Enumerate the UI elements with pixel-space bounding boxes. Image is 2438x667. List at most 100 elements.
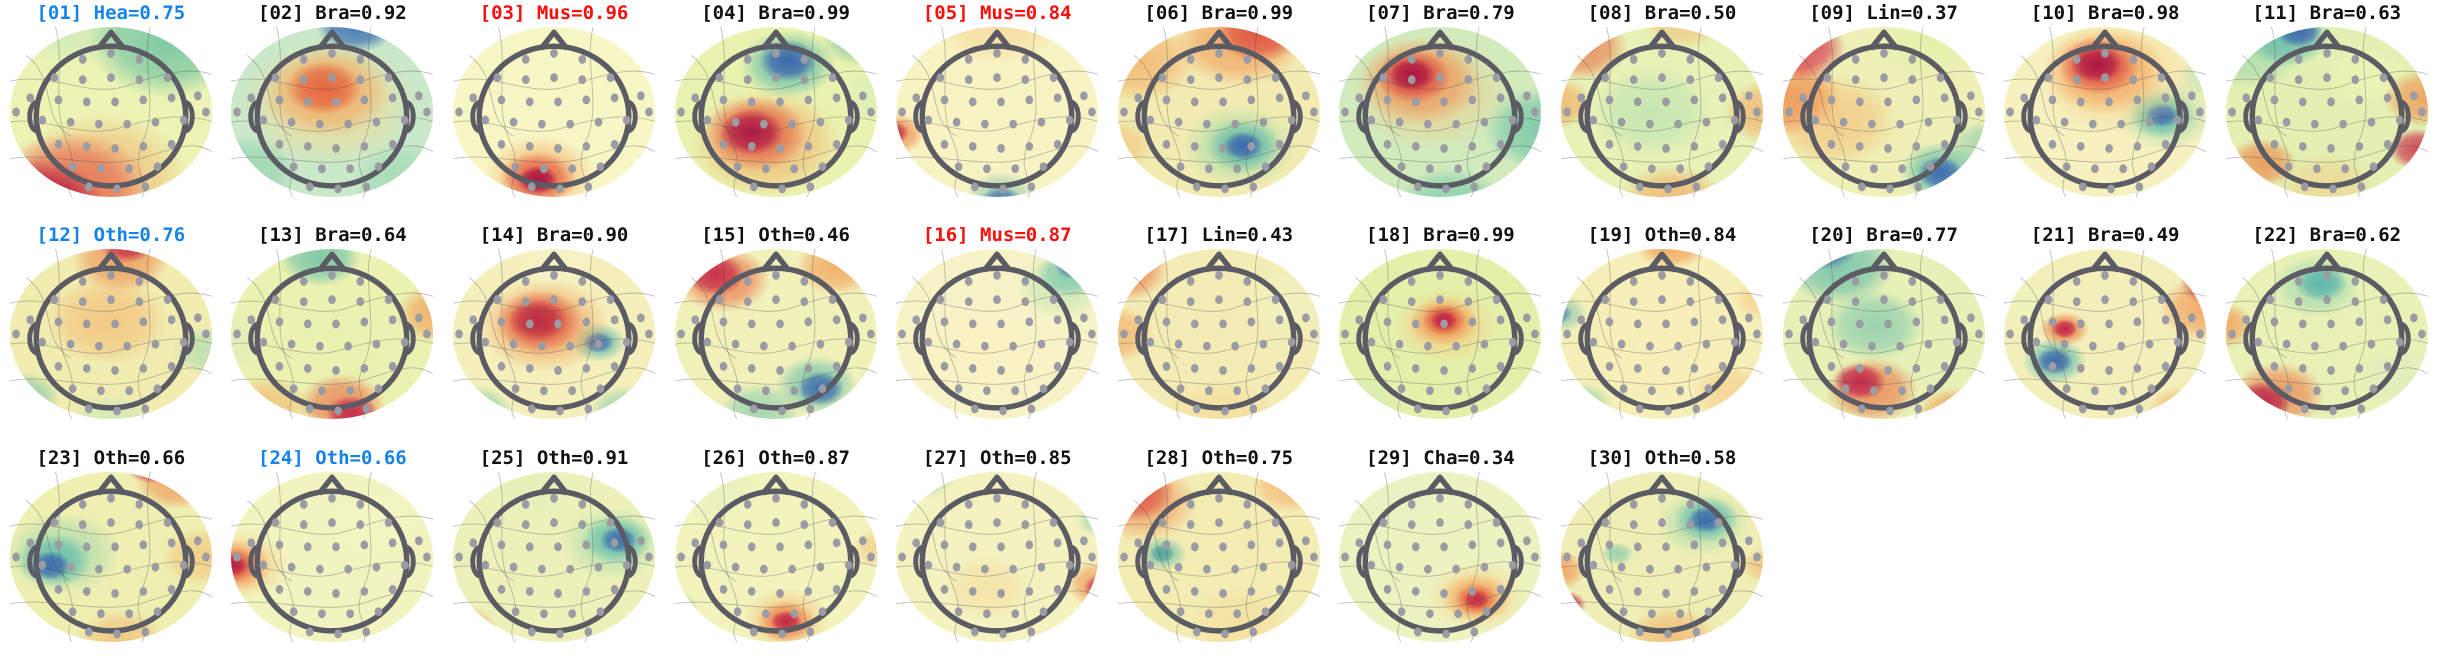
sensor-dot (1662, 588, 1670, 598)
sensor-dot (1158, 517, 1167, 527)
ica-component-cell[interactable]: [09] Lin=0.37 (1773, 0, 1995, 222)
ica-component-cell[interactable]: [06] Bra=0.99 (1108, 0, 1330, 222)
ica-component-cell[interactable]: [10] Bra=0.98 (1994, 0, 2216, 222)
contour-line (1605, 27, 1624, 197)
sensor-dot (1398, 606, 1406, 616)
sensor-dot (332, 588, 341, 598)
ica-component-cell[interactable]: [18] Bra=0.99 (1330, 222, 1552, 444)
sensor-dot (481, 560, 490, 570)
sensor-dot (2355, 364, 2363, 374)
sensor-dot (1259, 562, 1268, 572)
sensor-dot (2032, 115, 2041, 125)
sensor-dot (2328, 406, 2337, 416)
sensor-dot (1442, 629, 1451, 638)
sensor-dot (1202, 341, 1211, 351)
ica-component-cell[interactable]: [16] Mus=0.87 (886, 222, 1108, 444)
sensor-dot (1658, 73, 1666, 83)
ica-component-cell[interactable]: [04] Bra=0.99 (665, 0, 887, 222)
ica-component-cell[interactable]: [23] Oth=0.66 (0, 445, 222, 667)
sensor-dot (981, 341, 989, 351)
ica-component-cell[interactable]: [30] Oth=0.58 (1551, 445, 1773, 667)
sensor-dot (1509, 115, 1517, 125)
contour-line (1576, 277, 1622, 359)
sensor-dot (1952, 115, 1961, 125)
sensor-dot (610, 93, 619, 103)
ica-component-cell[interactable]: [26] Oth=0.87 (665, 445, 887, 667)
sensor-dot (304, 364, 312, 374)
sensor-dot (1220, 629, 1229, 638)
ica-component-cell[interactable]: [17] Lin=0.43 (1108, 222, 1330, 444)
sensor-dot (540, 164, 548, 174)
topomap (9, 249, 212, 420)
topomap (2004, 27, 2207, 197)
sensor-dot (1523, 313, 1532, 323)
sensor-dot (2060, 339, 2069, 349)
ica-component-cell[interactable]: [24] Oth=0.66 (222, 445, 444, 667)
contour-line (912, 499, 958, 582)
component-title: [09] Lin=0.37 (1809, 2, 1958, 24)
sensor-dot (1940, 93, 1948, 103)
right-ear-icon (405, 321, 417, 356)
contour-line (9, 590, 212, 608)
sensor-dot (566, 341, 574, 351)
sensor-dot (1275, 93, 1284, 103)
ica-component-cell[interactable]: [08] Bra=0.50 (1551, 0, 1773, 222)
sensor-dot (538, 564, 546, 574)
sensor-dot (2107, 406, 2116, 416)
ica-component-cell[interactable]: [05] Mus=0.84 (886, 0, 1108, 222)
component-title: [18] Bra=0.99 (1366, 224, 1515, 247)
ica-component-cell[interactable]: [14] Bra=0.90 (443, 222, 665, 444)
sensor-dot (969, 141, 977, 151)
left-ear-icon (470, 544, 481, 579)
ica-component-cell[interactable]: [01] Hea=0.75 (0, 0, 222, 222)
ica-component-cell[interactable]: [11] Bra=0.63 (2216, 0, 2438, 222)
sensor-dot (1384, 139, 1392, 149)
sensor-dot (509, 117, 518, 127)
sensor-dot (761, 164, 770, 174)
contour-line (25, 499, 71, 582)
sensor-dot (288, 562, 296, 572)
sensor-dot (777, 406, 786, 416)
contour-line (941, 249, 960, 420)
ica-component-cell[interactable]: [19] Oth=0.84 (1551, 222, 1773, 444)
sensor-dot (1851, 75, 1860, 85)
sensor-dot (493, 517, 502, 527)
sensor-dot (1025, 586, 1034, 596)
ica-component-cell[interactable]: [03] Mus=0.96 (443, 0, 665, 222)
ica-component-cell[interactable]: [02] Bra=0.92 (222, 0, 444, 222)
sensor-dot (78, 277, 87, 287)
sensor-dot (1021, 499, 1030, 509)
ica-component-cell[interactable]: [25] Oth=0.91 (443, 445, 665, 667)
sensor-dot (1243, 75, 1251, 85)
sensor-dot (1883, 97, 1892, 107)
ica-component-cell[interactable]: [27] Oth=0.85 (886, 445, 1108, 667)
sensor-dot (2383, 93, 2392, 103)
sensor-dot (1009, 119, 1018, 129)
sensor-dot (554, 542, 562, 551)
ica-component-cell[interactable]: [07] Bra=0.79 (1330, 0, 1552, 222)
sensor-dot (866, 329, 875, 339)
sensor-dot (1662, 319, 1670, 329)
sensor-dot (1214, 295, 1223, 305)
sensor-dot (1635, 404, 1644, 414)
ica-component-cell[interactable]: [12] Oth=0.76 (0, 222, 222, 444)
sensor-dot (1851, 54, 1860, 64)
sensor-dot (1617, 562, 1626, 572)
ica-component-cell[interactable]: [29] Cha=0.34 (1330, 445, 1552, 667)
ica-component-cell[interactable]: [28] Oth=0.75 (1108, 445, 1330, 667)
ica-component-cell[interactable]: [13] Bra=0.64 (222, 222, 444, 444)
head-outline-and-sensors (231, 249, 434, 420)
sensor-dot (1218, 319, 1227, 329)
left-ear-icon (1356, 321, 1368, 356)
ica-component-cell[interactable]: [21] Bra=0.49 (1994, 222, 2216, 444)
ica-component-cell[interactable]: [22] Bra=0.62 (2216, 222, 2438, 444)
sensor-dot (1146, 337, 1154, 347)
sensor-dot (1936, 295, 1944, 305)
sensor-dot (1744, 313, 1753, 323)
sensor-dot (997, 366, 1006, 376)
ica-component-cell[interactable]: [15] Oth=0.46 (665, 222, 887, 444)
sensor-dot (1827, 139, 1835, 149)
sensor-dot (1718, 139, 1727, 149)
ica-component-cell[interactable]: [20] Bra=0.77 (1773, 222, 1995, 444)
contour-line (9, 515, 212, 535)
